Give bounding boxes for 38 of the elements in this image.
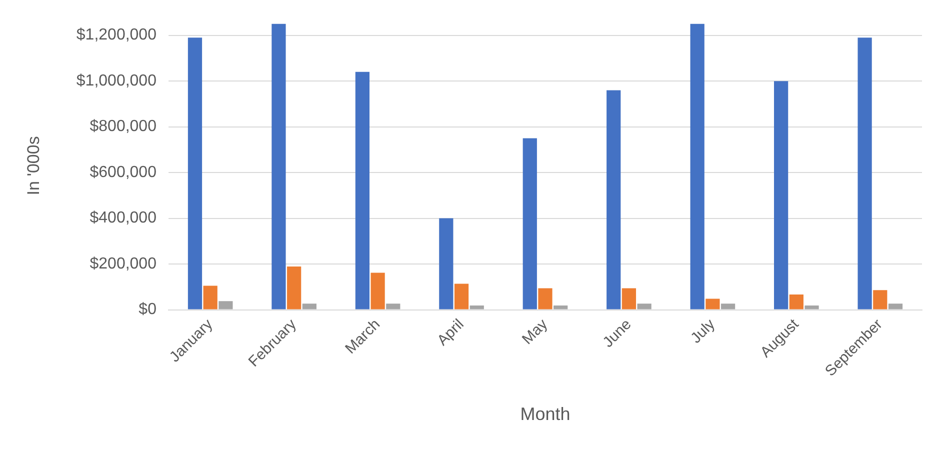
x-tick-label: May xyxy=(518,316,552,348)
bar xyxy=(804,305,819,310)
bar xyxy=(538,288,552,310)
bar xyxy=(470,305,484,310)
y-tick-label: $200,000 xyxy=(90,255,157,272)
bar xyxy=(287,266,302,310)
bar xyxy=(606,90,621,310)
bar xyxy=(858,38,872,310)
bar xyxy=(873,290,888,310)
bar xyxy=(386,304,400,310)
y-axis-title: In '000s xyxy=(24,136,43,196)
bar xyxy=(188,38,202,310)
bar xyxy=(439,218,454,310)
y-tick-label: $600,000 xyxy=(90,164,157,181)
bar xyxy=(454,284,469,310)
bar xyxy=(554,305,568,310)
bar xyxy=(272,24,286,310)
y-tick-label: $0 xyxy=(138,301,157,318)
bar xyxy=(690,24,704,310)
bar xyxy=(637,304,652,310)
y-tick-label: $400,000 xyxy=(90,210,157,227)
y-tick-label: $800,000 xyxy=(90,118,157,136)
bar xyxy=(370,272,385,310)
bar xyxy=(522,138,537,310)
y-tick-label: $1,200,000 xyxy=(76,26,157,44)
y-tick-label: $1,000,000 xyxy=(76,72,157,90)
bar xyxy=(622,288,636,310)
bar xyxy=(355,72,370,310)
x-tick-label: July xyxy=(688,316,719,347)
bar xyxy=(302,304,316,310)
bar xyxy=(203,286,218,310)
bar xyxy=(888,304,903,310)
bar xyxy=(789,294,804,310)
bar xyxy=(720,304,736,310)
bar xyxy=(218,301,233,310)
bar xyxy=(774,81,788,310)
bar xyxy=(706,298,720,310)
x-axis-title: Month xyxy=(520,404,570,424)
